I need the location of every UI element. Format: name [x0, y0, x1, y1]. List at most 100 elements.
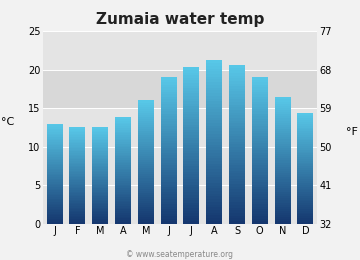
Bar: [229, 128, 245, 131]
Bar: [184, 169, 199, 172]
Bar: [206, 115, 222, 118]
Bar: [184, 153, 199, 156]
Bar: [138, 215, 154, 217]
Bar: [115, 130, 131, 132]
Bar: [115, 192, 131, 193]
Bar: [47, 135, 63, 137]
Bar: [297, 115, 313, 116]
Bar: [184, 140, 199, 143]
Bar: [47, 210, 63, 212]
Bar: [115, 200, 131, 202]
Bar: [69, 200, 85, 201]
Bar: [69, 144, 85, 145]
Bar: [47, 125, 63, 127]
Bar: [229, 194, 245, 197]
Bar: [252, 160, 268, 163]
Bar: [47, 157, 63, 159]
Bar: [206, 175, 222, 177]
Bar: [138, 170, 154, 172]
Bar: [297, 140, 313, 142]
Bar: [229, 134, 245, 137]
Bar: [252, 182, 268, 185]
Bar: [92, 135, 108, 137]
Bar: [47, 167, 63, 168]
Bar: [47, 197, 63, 199]
Bar: [206, 194, 222, 196]
Bar: [275, 112, 291, 114]
Bar: [252, 114, 268, 116]
Bar: [252, 143, 268, 146]
Bar: [47, 207, 63, 209]
Bar: [115, 190, 131, 192]
Bar: [138, 197, 154, 199]
Bar: [138, 121, 154, 123]
Bar: [229, 181, 245, 184]
Bar: [297, 165, 313, 166]
Bar: [275, 188, 291, 190]
Bar: [138, 100, 154, 102]
Bar: [275, 192, 291, 194]
Bar: [47, 175, 63, 177]
Bar: [297, 205, 313, 207]
Bar: [92, 185, 108, 187]
Bar: [184, 146, 199, 148]
Bar: [206, 216, 222, 218]
Bar: [297, 157, 313, 159]
Bar: [161, 158, 177, 160]
Bar: [229, 94, 245, 97]
Bar: [252, 163, 268, 165]
Bar: [69, 207, 85, 209]
Bar: [275, 169, 291, 171]
Bar: [138, 146, 154, 148]
Bar: [115, 183, 131, 185]
Bar: [252, 94, 268, 97]
Bar: [252, 187, 268, 190]
Bar: [275, 209, 291, 211]
Bar: [252, 99, 268, 102]
Bar: [229, 152, 245, 155]
Bar: [206, 199, 222, 202]
Bar: [92, 166, 108, 167]
Bar: [69, 222, 85, 224]
Bar: [115, 172, 131, 174]
Bar: [252, 126, 268, 128]
Bar: [47, 195, 63, 197]
Bar: [297, 131, 313, 133]
Bar: [69, 134, 85, 135]
Bar: [184, 187, 199, 190]
Bar: [297, 216, 313, 218]
Bar: [92, 164, 108, 166]
Bar: [252, 148, 268, 151]
Bar: [138, 183, 154, 185]
Bar: [275, 175, 291, 177]
Bar: [92, 137, 108, 139]
Bar: [184, 109, 199, 112]
Bar: [184, 130, 199, 132]
Bar: [275, 148, 291, 150]
Bar: [297, 183, 313, 185]
Bar: [69, 139, 85, 140]
Bar: [161, 194, 177, 197]
Bar: [138, 113, 154, 115]
Bar: [206, 66, 222, 69]
Bar: [184, 198, 199, 200]
Bar: [297, 196, 313, 198]
Bar: [69, 158, 85, 159]
Bar: [115, 144, 131, 146]
Bar: [252, 116, 268, 119]
Bar: [252, 194, 268, 197]
Bar: [138, 201, 154, 203]
Bar: [252, 151, 268, 153]
Bar: [47, 172, 63, 174]
Bar: [297, 200, 313, 202]
Bar: [206, 118, 222, 120]
Bar: [275, 150, 291, 152]
Bar: [252, 119, 268, 121]
Bar: [92, 204, 108, 206]
Bar: [138, 125, 154, 127]
Bar: [184, 143, 199, 146]
Bar: [115, 179, 131, 181]
Bar: [229, 208, 245, 210]
Bar: [206, 80, 222, 82]
Bar: [275, 139, 291, 141]
